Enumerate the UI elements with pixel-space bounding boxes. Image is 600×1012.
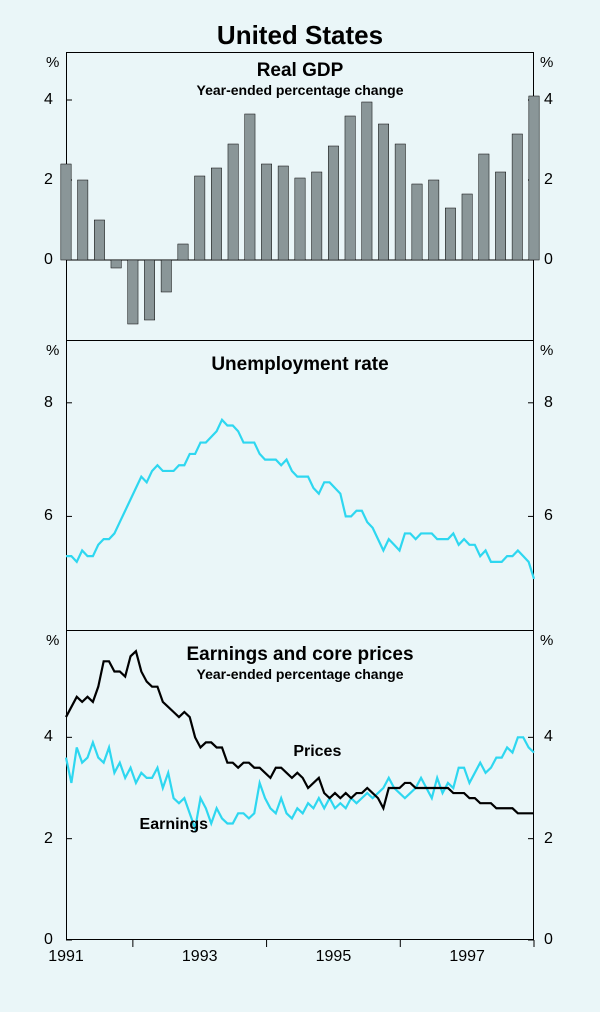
panel3-ytick-r-2: 2 [544, 830, 553, 848]
xaxis-label-1995: 1995 [308, 948, 358, 966]
panel1-ytick-r-4: 4 [544, 91, 553, 109]
xaxis-label-1993: 1993 [175, 948, 225, 966]
panel3-ytick-r-4: 4 [544, 728, 553, 746]
chart-container: United States Real GDPYear-ended percent… [0, 0, 600, 1012]
xaxis-svg [0, 0, 534, 1012]
panel2-ytick-r-6: 6 [544, 507, 553, 525]
panel3-ytick-r-0: 0 [544, 931, 553, 949]
panel1-ytick-r-2: 2 [544, 171, 553, 189]
xaxis-label-1991: 1991 [41, 948, 91, 966]
panel2-ytick-r-8: 8 [544, 394, 553, 412]
panel1-pct-right: % [540, 54, 553, 71]
xaxis-label-1997: 1997 [442, 948, 492, 966]
panel2-pct-right: % [540, 342, 553, 359]
panel1-ytick-r-0: 0 [544, 251, 553, 269]
panel3-pct-right: % [540, 632, 553, 649]
